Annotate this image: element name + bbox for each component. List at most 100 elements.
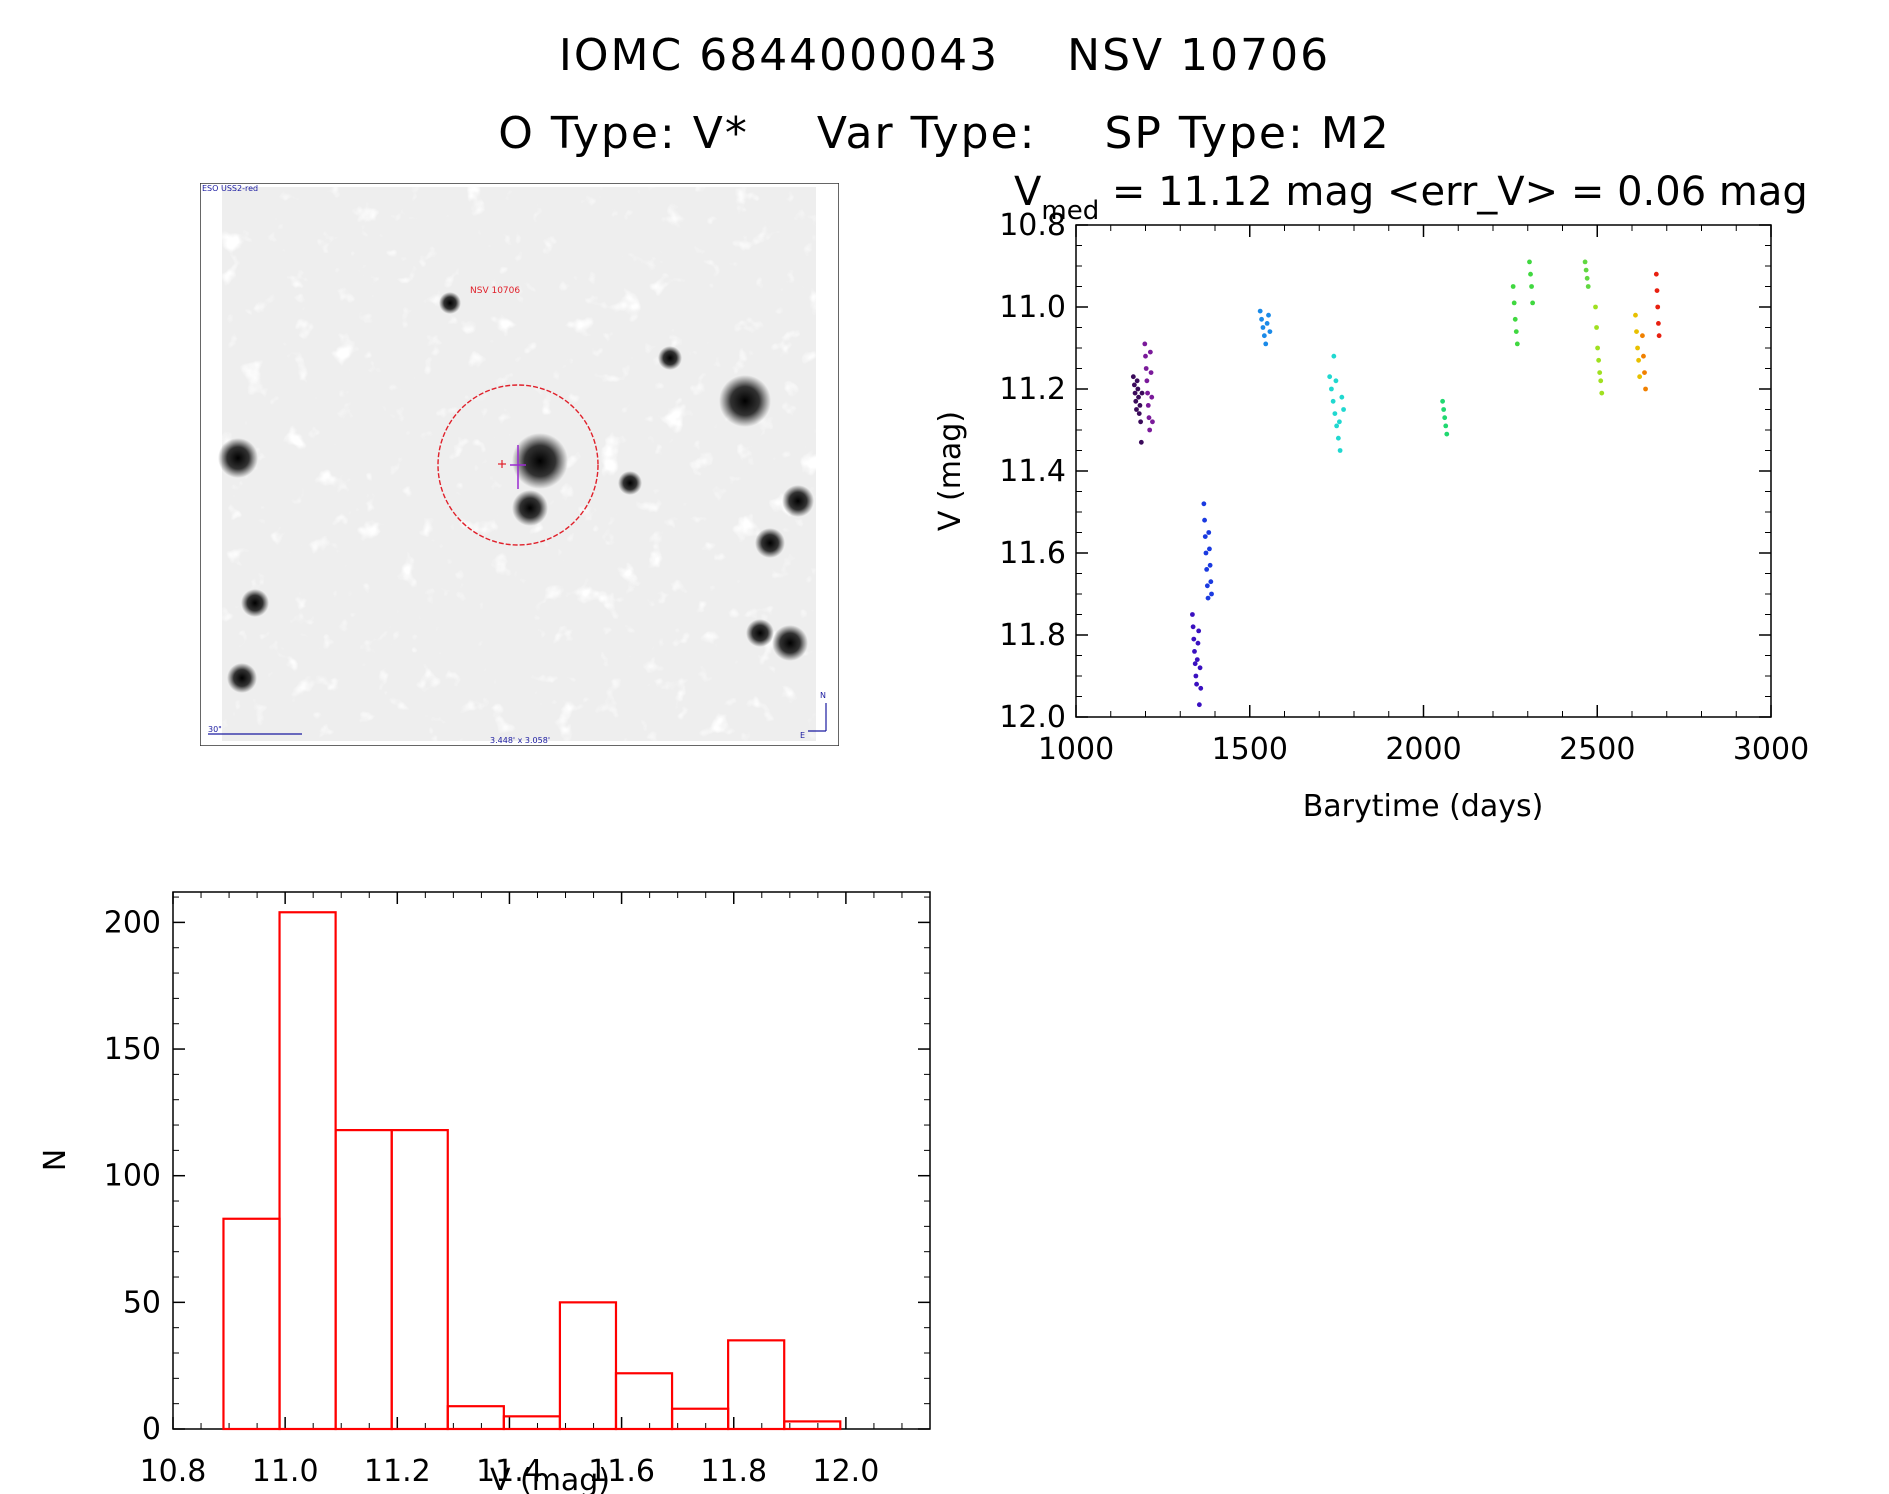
hist-bar-8 [670,1407,730,1431]
aperture-circle [437,384,599,546]
lc-point-s3-1 [1202,517,1207,523]
hist-xtick-label: 12.0 [812,1454,879,1489]
lc-point-s1-1 [1143,353,1148,359]
lc-point-s10-1 [1634,329,1639,334]
lc-point-s11-1 [1641,353,1646,359]
lc-point-s0-4 [1134,407,1139,412]
hist-bar-5 [502,1415,562,1431]
lc-point-s9-0 [1593,304,1598,310]
lc-point-s5-6 [1337,448,1343,453]
lc-point-s2-11 [1197,665,1203,671]
lc-point-s4-2 [1260,325,1266,330]
iomc-id: IOMC 6844000043 [558,30,1000,81]
title-sub: med [1041,196,1099,226]
lc-point-s4-4 [1263,341,1269,347]
lc-point-s11-0 [1640,333,1645,339]
lc-point-s10-3 [1636,357,1642,363]
object-crosshair [510,445,526,489]
lc-ytick-label: 12.0 [999,700,1066,735]
lc-point-s3-6 [1205,595,1211,601]
lc-point-s3-4 [1204,567,1210,572]
lc-point-s3-5 [1204,583,1210,589]
histogram-ylabel: N [38,1149,73,1171]
lc-point-s2-8 [1195,640,1201,646]
lc-point-s5-8 [1341,407,1346,412]
lc-point-s6-2 [1442,415,1448,421]
lc-point-s2-3 [1192,649,1197,654]
lc-point-s12-1 [1654,288,1660,293]
hist-bar-7 [614,1372,674,1431]
scale-label: 30" [208,725,222,734]
lc-point-s8-2 [1584,275,1590,281]
lc-point-s2-4 [1192,661,1198,667]
lc-point-s7-1 [1511,300,1517,306]
lc-point-s3-10 [1208,579,1214,585]
lc-point-s1-7 [1147,427,1153,433]
hist-ytick-label: 150 [104,1032,161,1067]
lc-point-s5-4 [1334,423,1340,429]
lc-xtick-label: 2000 [1385,732,1461,767]
lc-point-s10-4 [1637,374,1643,380]
chart-title-line-2: O Type: V* Var Type: SP Type: M2 [0,108,1889,159]
histogram-xlabel: V (mag) [490,1463,610,1494]
survey-label: ESO USS2-red [202,184,258,193]
lc-point-s6-0 [1440,398,1446,404]
east-label: E [800,731,805,740]
lc-point-s0-9 [1137,403,1143,408]
hist-xtick-label: 11.2 [364,1454,431,1489]
lc-point-s12-4 [1656,333,1662,339]
lc-point-s9-2 [1595,345,1600,351]
object-type: O Type: V* [498,108,749,159]
lc-point-s5-9 [1331,353,1337,359]
lc-point-s1-4 [1145,390,1150,396]
lc-point-s5-11 [1337,419,1342,425]
lc-point-s0-2 [1132,390,1138,396]
lc-point-s4-5 [1264,321,1270,326]
histogram-ticks: 10.8 11.0 11.2 11.4 11.6 11.8 12.0 0 50 100 150 200 [104,892,931,1489]
lc-point-s2-12 [1198,685,1204,691]
hist-ytick-label: 200 [104,905,161,940]
lc-point-s7-6 [1528,271,1533,277]
lc-point-s2-6 [1194,681,1199,687]
lc-point-s1-5 [1145,403,1151,408]
hist-bar-0 [222,1217,281,1431]
lc-point-s2-1 [1190,624,1196,630]
object-label: NSV 10706 [470,286,520,296]
lc-point-s4-0 [1257,308,1263,314]
histogram-frame [172,891,931,1430]
lc-point-s3-0 [1201,501,1207,507]
lc-point-s11-2 [1642,370,1647,375]
lc-ytick-label: 11.2 [999,372,1066,407]
lc-point-s2-10 [1196,702,1202,708]
spectral-type: SP Type: M2 [1104,108,1391,159]
lc-point-s7-7 [1529,284,1534,289]
light-curve-frame [1075,224,1772,718]
lc-point-s11-3 [1643,386,1648,392]
lc-point-s8-1 [1583,267,1589,273]
lc-point-s1-11 [1150,419,1155,425]
lc-point-s0-12 [1139,390,1145,396]
lc-point-s7-2 [1512,316,1518,322]
lc-point-s3-2 [1202,534,1208,539]
lc-point-s12-0 [1653,271,1659,277]
fov-label: 3.448' x 3.058' [490,736,550,745]
compass [808,703,827,732]
lc-point-s3-9 [1207,562,1213,568]
hist-bar-4 [446,1405,505,1431]
histogram-chart: 10.8 11.0 11.2 11.4 11.6 11.8 12.0 0 50 100 150 200… [38,891,931,1494]
lc-point-s7-3 [1513,329,1519,334]
lc-point-s0-6 [1135,386,1141,392]
lc-point-s7-5 [1527,259,1532,265]
lc-point-s3-7 [1206,530,1212,535]
lc-ytick-label: 11.6 [999,536,1066,571]
light-curve-points [1130,259,1662,708]
hist-bar-1 [278,911,337,1431]
hist-bar-2 [334,1129,393,1431]
lc-point-s2-5 [1193,673,1199,679]
hist-xtick-label: 10.8 [140,1454,207,1489]
hist-ytick-label: 50 [123,1285,161,1320]
lc-point-s0-1 [1131,382,1137,388]
title-rest: = 11.12 mag <err_V> = 0.06 mag [1099,169,1808,215]
lc-point-s5-10 [1333,378,1339,384]
lc-point-s1-9 [1148,370,1154,375]
